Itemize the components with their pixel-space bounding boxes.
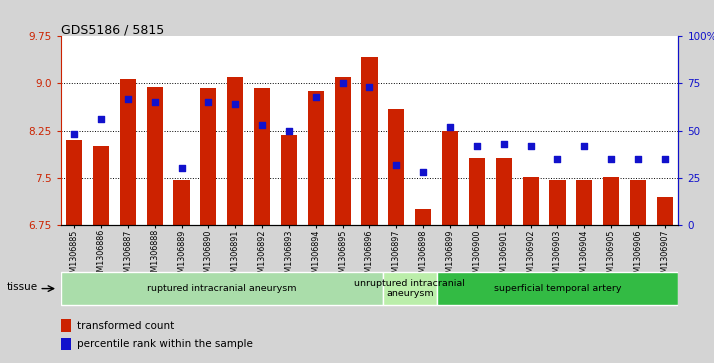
Bar	[657, 197, 673, 225]
Bar	[630, 180, 646, 225]
Bar	[174, 180, 190, 225]
Point	[363, 84, 375, 90]
Point	[552, 156, 563, 162]
FancyBboxPatch shape	[437, 272, 678, 305]
Point	[69, 131, 80, 137]
Point	[310, 94, 321, 99]
Text: percentile rank within the sample: percentile rank within the sample	[77, 339, 253, 349]
Bar	[201, 88, 216, 225]
Bar	[576, 180, 593, 225]
Bar	[469, 158, 485, 225]
Text: transformed count: transformed count	[77, 321, 174, 331]
Point	[176, 166, 187, 171]
Point	[391, 162, 402, 168]
Bar	[549, 180, 565, 225]
Point	[203, 99, 214, 105]
FancyBboxPatch shape	[383, 272, 437, 305]
Bar	[254, 88, 270, 225]
Text: tissue: tissue	[7, 282, 39, 292]
Point	[337, 81, 348, 86]
Point	[605, 156, 617, 162]
Point	[418, 169, 429, 175]
Point	[471, 143, 483, 149]
Bar	[93, 146, 109, 225]
Bar	[308, 91, 324, 225]
Point	[498, 141, 510, 147]
Bar	[61, 319, 71, 332]
Point	[229, 101, 241, 107]
Text: unruptured intracranial
aneurysm: unruptured intracranial aneurysm	[354, 279, 466, 298]
Point	[525, 143, 536, 149]
Point	[283, 128, 295, 134]
Bar	[227, 77, 243, 225]
Bar	[66, 140, 82, 225]
Point	[256, 122, 268, 128]
Bar	[61, 338, 71, 350]
Bar	[361, 57, 378, 225]
Point	[149, 99, 161, 105]
Point	[633, 156, 644, 162]
Point	[444, 124, 456, 130]
Point	[122, 96, 134, 102]
Bar	[120, 79, 136, 225]
FancyBboxPatch shape	[61, 272, 383, 305]
Bar	[496, 158, 512, 225]
Point	[578, 143, 590, 149]
Bar	[603, 177, 619, 225]
Point	[659, 156, 670, 162]
Bar	[388, 109, 404, 225]
Text: superficial temporal artery: superficial temporal artery	[493, 284, 621, 293]
Text: GDS5186 / 5815: GDS5186 / 5815	[61, 24, 164, 37]
Bar	[146, 87, 163, 225]
Bar	[281, 135, 297, 225]
Text: ruptured intracranial aneurysm: ruptured intracranial aneurysm	[147, 284, 296, 293]
Bar	[523, 177, 538, 225]
Bar	[335, 77, 351, 225]
Bar	[442, 131, 458, 225]
Point	[95, 117, 106, 122]
Bar	[415, 209, 431, 225]
